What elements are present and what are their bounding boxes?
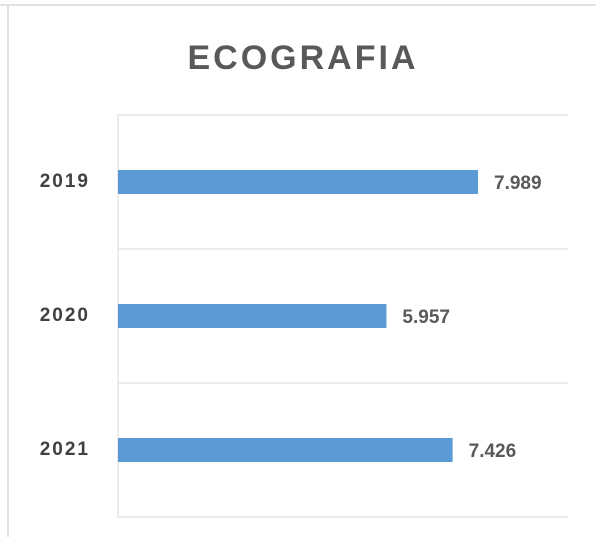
value-label: 7.426	[469, 441, 517, 462]
category-label: 2019	[40, 171, 90, 192]
category-label: 2020	[40, 305, 90, 326]
value-label: 7.989	[494, 173, 542, 194]
bar	[118, 438, 453, 462]
chart-title: ECOGRAFIA	[188, 39, 419, 77]
bar	[118, 170, 478, 194]
value-label: 5.957	[402, 307, 450, 328]
bar	[118, 304, 387, 328]
category-label: 2021	[40, 439, 90, 460]
